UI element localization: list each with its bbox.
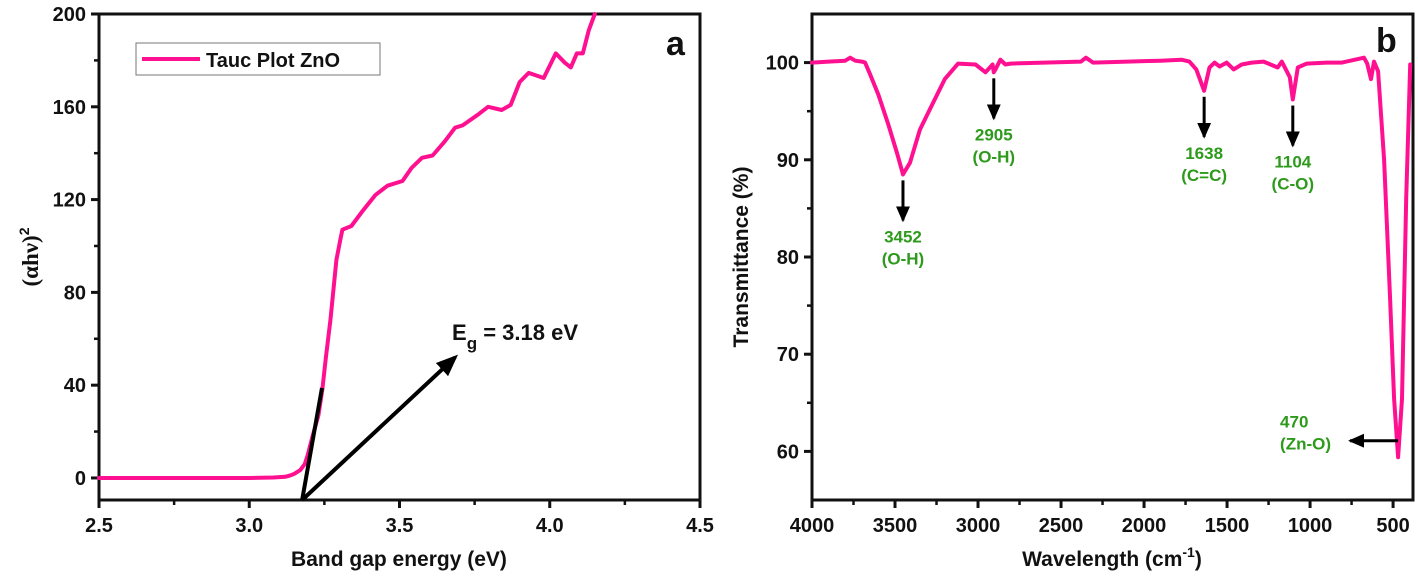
peak-assignment: (O-H) (973, 147, 1015, 166)
panel-label-a: a (666, 25, 686, 63)
panel-b-y-tick-label: 60 (777, 441, 799, 463)
peak-wavenumber: 2905 (975, 125, 1013, 144)
panel-a-x-tick-label: 4.5 (686, 515, 714, 537)
legend: Tauc Plot ZnO (135, 42, 381, 76)
panel-b-x-tick-label: 2500 (1039, 515, 1084, 537)
peak-wavenumber: 1638 (1185, 144, 1223, 163)
panel-b-y-tick-label: 100 (766, 53, 799, 75)
panel-a-y-tick-label: 200 (53, 4, 86, 26)
panel-a-y-axis-title: (αhν)2 (16, 227, 43, 286)
peak-wavenumber: 3452 (884, 227, 922, 246)
panel-a-y-axis-base: (αhν) (18, 235, 43, 286)
peak-annotation-1104: 1104 (C-O) (1272, 105, 1314, 194)
peak-assignment: (C=C) (1181, 166, 1227, 185)
panel-a-y-tick-label: 80 (64, 282, 86, 304)
panel-b-x-tick-label: 3000 (956, 515, 1001, 537)
panel-b-y-ticks: 60 70 80 90 100 (766, 53, 812, 463)
peak-annotation-1638: 1638 (C=C) (1181, 96, 1227, 185)
tauc-fit-line (300, 387, 324, 501)
peak-assignment: (C-O) (1272, 175, 1314, 194)
legend-label: Tauc Plot ZnO (206, 50, 340, 72)
panel-a-x-ticks: 2.5 3.0 3.5 4.0 4.5 (85, 500, 714, 537)
panel-b-y-tick-label: 90 (777, 150, 799, 172)
panel-b-x-tick-label: 1500 (1205, 515, 1250, 537)
peak-annotation-3452: 3452 (O-H) (882, 180, 924, 268)
panel-b-x-tick-label: 3500 (873, 515, 918, 537)
panel-b-y-tick-label: 70 (777, 344, 799, 366)
band-gap-subscript: g (467, 334, 477, 353)
panel-b-x-tick-label: 2000 (1122, 515, 1167, 537)
panel-b-x-tick-label: 500 (1376, 515, 1409, 537)
panel-b-x-axis-sup: -1 (1182, 544, 1195, 560)
panel-a-x-tick-label: 4.0 (536, 515, 564, 537)
peak-annotation-2905: 2905 (O-H) (973, 78, 1015, 166)
panel-b-x-tick-label: 4000 (790, 515, 835, 537)
panel-a-x-tick-label: 2.5 (85, 515, 113, 537)
panel-b-x-axis-base: Wavelength (cm (1022, 548, 1182, 571)
tauc-curve (97, 12, 597, 480)
ftir-curve (810, 55, 1413, 460)
panel-a-y-tick-label: 0 (75, 468, 86, 490)
panel-a-frame (97, 12, 702, 502)
band-gap-value: = 3.18 eV (477, 320, 578, 345)
panel-b-x-tick-label: 1000 (1288, 515, 1333, 537)
peak-annotations: 3452 (O-H) 2905 (O-H) 1638 (C=C) 1104 (C-O) 470 (… (882, 78, 1399, 454)
panel-a-y-tick-label: 160 (53, 97, 86, 119)
band-gap-e: E (452, 320, 467, 345)
panel-b-x-axis-title: Wavelength (cm-1) (1022, 544, 1202, 571)
band-gap-annotation: Eg = 3.18 eV (452, 320, 578, 353)
peak-assignment: (Zn-O) (1280, 435, 1331, 454)
panel-a-y-ticks: 0 40 80 120 160 200 (53, 4, 99, 490)
band-gap-arrow (300, 354, 459, 502)
panel-label-b: b (1376, 22, 1397, 60)
panel-b-y-axis-title: Transmittance (%) (730, 167, 753, 348)
panel-b-ftir-plot: 4000 3500 3000 2500 2000 1500 1000 500 60 70 80 90… (730, 12, 1415, 571)
panel-a-x-axis-title: Band gap energy (eV) (291, 548, 507, 571)
peak-wavenumber: 470 (1280, 413, 1308, 432)
peak-annotation-470: 470 (Zn-O) (1280, 413, 1399, 454)
panel-a-x-tick-label: 3.5 (386, 515, 414, 537)
panel-a-y-axis-sup: 2 (16, 227, 32, 235)
panel-a-x-tick-label: 3.0 (235, 515, 263, 537)
panel-b-x-ticks: 4000 3500 3000 2500 2000 1500 1000 500 (790, 500, 1410, 537)
panel-a-y-tick-label: 120 (53, 190, 86, 212)
panel-a-y-tick-label: 40 (64, 375, 86, 397)
panel-b-x-axis-end: ) (1195, 548, 1202, 571)
panel-b-y-tick-label: 80 (777, 247, 799, 269)
panel-a-tauc-plot: 2.5 3.0 3.5 4.0 4.5 0 40 80 120 160 200 Tauc Plot… (16, 4, 714, 571)
peak-wavenumber: 1104 (1274, 153, 1311, 172)
peak-assignment: (O-H) (882, 249, 924, 268)
